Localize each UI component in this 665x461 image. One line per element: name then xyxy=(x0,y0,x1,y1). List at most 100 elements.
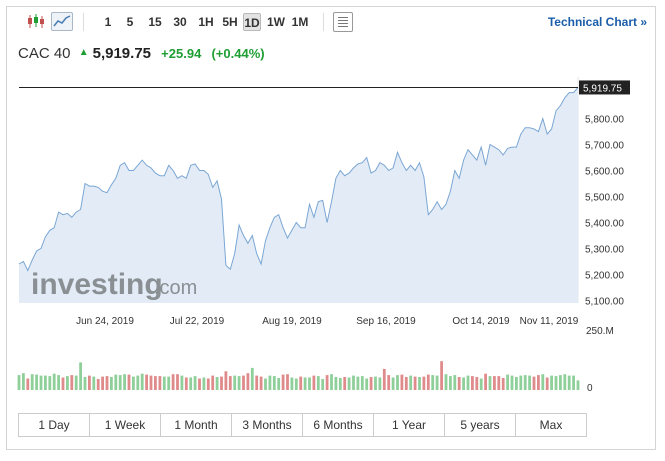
volume-bar xyxy=(374,376,377,390)
date-tick-label: Jun 24, 2019 xyxy=(76,316,134,327)
interval-5-button[interactable]: 5 xyxy=(126,15,134,29)
volume-zero-label: 0 xyxy=(587,383,593,394)
volume-bar xyxy=(294,378,298,390)
volume-bar xyxy=(176,374,179,390)
volume-bar xyxy=(545,377,549,390)
volume-bar xyxy=(250,367,254,390)
volume-bar xyxy=(92,376,96,390)
price-chart[interactable]: investing .com 5,919.75 5,800.00 5,700.00… xyxy=(7,7,655,407)
volume-bar xyxy=(303,377,307,390)
volume-bar xyxy=(532,376,536,390)
volume-bar xyxy=(299,376,303,390)
range-max-button[interactable]: Max xyxy=(516,414,586,436)
investing-watermark: investing .com xyxy=(31,268,197,301)
volume-bar xyxy=(387,375,391,390)
volume-bar xyxy=(515,377,518,390)
date-tick-label: Jul 22, 2019 xyxy=(170,316,225,327)
interval-30-button[interactable]: 30 xyxy=(173,15,187,29)
volume-bar xyxy=(171,374,175,390)
volume-bar xyxy=(136,375,140,390)
price-tick-label: 5,100.00 xyxy=(585,296,624,307)
volume-bar xyxy=(39,375,43,390)
last-price: 5,919.75 xyxy=(92,45,151,62)
volume-bar xyxy=(290,377,294,390)
range-1-month-button[interactable]: 1 Month xyxy=(161,414,232,436)
volume-bar xyxy=(22,373,25,390)
volume-bar xyxy=(246,373,250,390)
settings-panel-icon[interactable] xyxy=(333,12,353,32)
interval-5h-button[interactable]: 5H xyxy=(222,15,238,29)
volume-bar xyxy=(79,362,82,390)
volume-bar xyxy=(44,375,47,390)
interval-1h-button[interactable]: 1H xyxy=(198,15,214,29)
volume-bar xyxy=(572,375,575,390)
price-tick-label: 5,600.00 xyxy=(585,167,624,178)
volume-bar xyxy=(431,375,435,390)
volume-bar xyxy=(550,375,553,390)
volume-bar xyxy=(475,377,479,390)
volume-bar xyxy=(378,377,382,390)
volume-bar xyxy=(52,373,56,390)
volume-bar xyxy=(365,378,369,390)
volume-bar xyxy=(180,375,184,390)
volume-bar xyxy=(541,374,545,390)
volume-bar xyxy=(206,378,210,390)
volume-bar xyxy=(237,376,241,390)
date-tick-label: Aug 19, 2019 xyxy=(262,316,322,327)
volume-bar xyxy=(312,375,316,390)
volume-bar xyxy=(83,377,87,390)
volume-bar xyxy=(343,377,347,390)
volume-bar xyxy=(193,376,197,390)
volume-bar xyxy=(369,377,373,390)
technical-chart-link[interactable]: Technical Chart » xyxy=(547,15,647,29)
volume-bar xyxy=(422,376,426,390)
volume-bar xyxy=(338,378,342,390)
range-1-day-button[interactable]: 1 Day xyxy=(19,414,90,436)
price-tick-label: 5,400.00 xyxy=(585,218,624,229)
volume-bar xyxy=(316,376,320,390)
volume-bar xyxy=(567,375,571,390)
area-chart-icon[interactable] xyxy=(51,12,73,31)
price-tick-label: 5,700.00 xyxy=(585,141,624,152)
range-5-years-button[interactable]: 5 years xyxy=(445,414,516,436)
toolbar-divider xyxy=(323,13,324,31)
volume-bar xyxy=(457,377,461,390)
volume-bar xyxy=(286,374,289,390)
range-3-months-button[interactable]: 3 Months xyxy=(232,414,303,436)
interval-15-button[interactable]: 15 xyxy=(148,15,162,29)
volume-bar xyxy=(88,375,91,390)
range-1-year-button[interactable]: 1 Year xyxy=(374,414,445,436)
volume-bar xyxy=(334,377,338,390)
interval-1d-button[interactable]: 1D xyxy=(243,13,261,31)
volume-bar xyxy=(563,374,567,390)
volume-bar xyxy=(510,375,514,390)
range-6-months-button[interactable]: 6 Months xyxy=(303,414,374,436)
toolbar-divider xyxy=(83,13,84,31)
volume-bar xyxy=(418,377,421,390)
quote-header: CAC 40 ▲ 5,919.75 +25.94 (+0.44%) xyxy=(18,45,265,67)
price-change-percent: (+0.44%) xyxy=(211,46,265,61)
candlestick-chart-icon[interactable] xyxy=(25,12,47,31)
price-tick-label: 5,800.00 xyxy=(585,115,624,126)
volume-bar xyxy=(198,378,201,390)
volume-bar xyxy=(114,374,118,390)
volume-bar xyxy=(440,361,443,390)
volume-bar xyxy=(61,377,65,390)
volume-bar xyxy=(140,373,144,390)
volume-bar xyxy=(162,376,166,390)
volume-bar xyxy=(233,375,237,390)
interval-1-button[interactable]: 1 xyxy=(104,15,112,29)
price-tick-label: 5,200.00 xyxy=(585,270,624,281)
volume-bars xyxy=(17,361,580,390)
volume-axis: 250.M 0 xyxy=(586,326,614,394)
interval-1w-button[interactable]: 1W xyxy=(267,15,285,29)
volume-bar xyxy=(501,378,505,390)
date-axis: Jun 24, 2019 Jul 22, 2019 Aug 19, 2019 Sep … xyxy=(76,316,579,327)
interval-1m-button[interactable]: 1M xyxy=(291,15,309,29)
volume-bar xyxy=(96,379,100,390)
volume-bar xyxy=(145,374,148,390)
volume-bar xyxy=(537,375,540,390)
volume-bar xyxy=(132,376,135,390)
last-price-tag-text: 5,919.75 xyxy=(583,83,622,94)
range-1-week-button[interactable]: 1 Week xyxy=(90,414,161,436)
